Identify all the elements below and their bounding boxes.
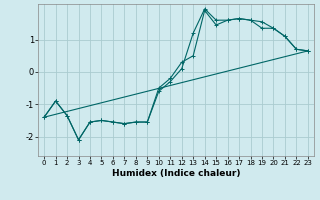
X-axis label: Humidex (Indice chaleur): Humidex (Indice chaleur)	[112, 169, 240, 178]
